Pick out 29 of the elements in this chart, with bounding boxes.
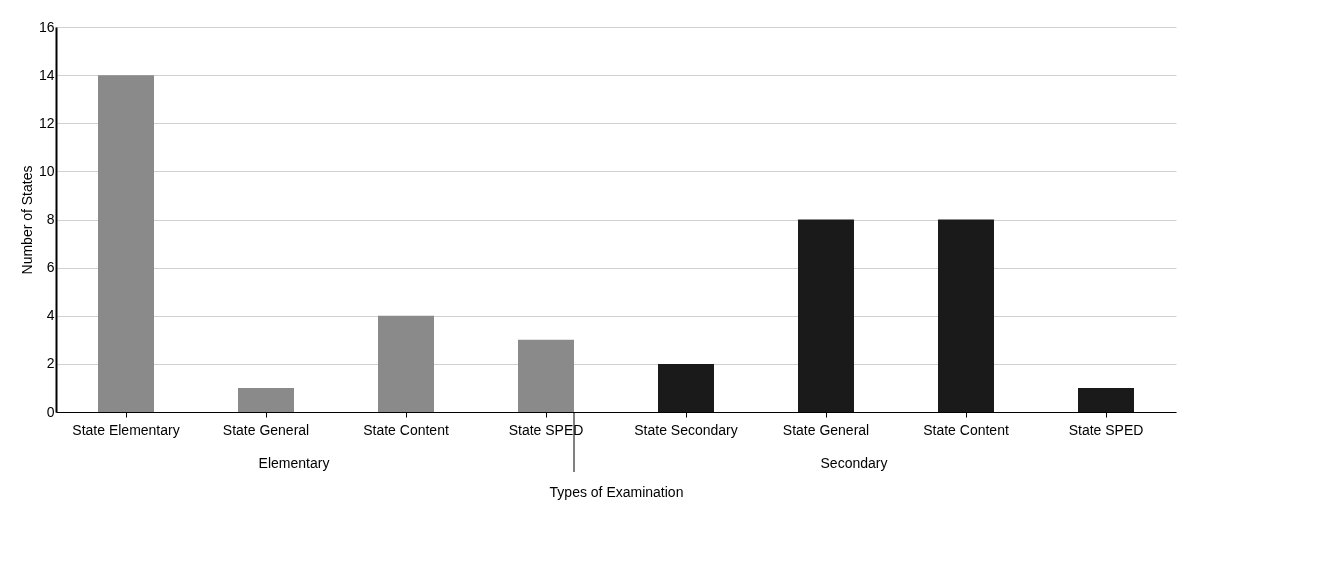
x-tick-label: State General bbox=[782, 421, 870, 438]
bar bbox=[658, 363, 714, 412]
y-tick-label: 2 bbox=[46, 355, 55, 372]
x-axis-title: Types of Examination bbox=[549, 483, 684, 500]
y-tick-label: 12 bbox=[38, 114, 55, 131]
bar bbox=[1078, 387, 1134, 412]
bar bbox=[238, 387, 294, 412]
bar bbox=[798, 219, 854, 412]
x-tick-label: State SPED bbox=[508, 421, 584, 438]
y-tick-label: 10 bbox=[38, 162, 55, 179]
bar bbox=[98, 75, 154, 412]
y-tick-label: 16 bbox=[38, 18, 55, 35]
bar bbox=[518, 339, 574, 412]
y-tick-label: 0 bbox=[46, 403, 55, 420]
y-tick-label: 4 bbox=[46, 307, 55, 324]
x-tick-label: State Content bbox=[363, 421, 449, 438]
x-tick-label: State Secondary bbox=[634, 421, 738, 438]
y-tick-label: 8 bbox=[46, 211, 55, 227]
x-tick-label: State General bbox=[222, 421, 310, 438]
y-tick-label: 6 bbox=[46, 259, 55, 276]
x-tick-label: State SPED bbox=[1068, 421, 1144, 438]
text: Secondary bbox=[820, 455, 888, 471]
bar bbox=[938, 219, 994, 412]
x-tick-label: State Content bbox=[923, 421, 1009, 438]
y-tick-label: 14 bbox=[38, 66, 55, 83]
x-tick-label: State Elementary bbox=[72, 421, 180, 438]
y-axis-title: Number of States bbox=[18, 165, 35, 275]
text: Elementary bbox=[258, 455, 330, 471]
bar bbox=[378, 315, 434, 412]
